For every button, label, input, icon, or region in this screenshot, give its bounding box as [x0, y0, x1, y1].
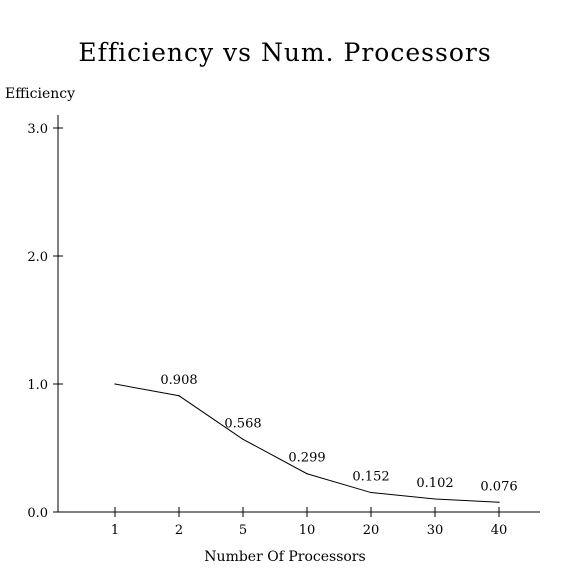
data-point [498, 501, 500, 503]
x-tick-label: 30 [427, 523, 444, 538]
x-tick-label: 40 [491, 523, 508, 538]
y-tick-label: 0.0 [27, 506, 48, 521]
y-tick-label: 2.0 [27, 250, 48, 265]
data-label: 0.076 [480, 479, 517, 494]
x-axis-label: Number Of Processors [204, 549, 366, 565]
data-point [434, 498, 436, 500]
data-point [114, 383, 116, 385]
data-point [306, 473, 308, 475]
data-point [178, 395, 180, 397]
data-label: 0.568 [224, 416, 261, 431]
x-tick-label: 5 [239, 523, 247, 538]
y-tick-label: 1.0 [27, 378, 48, 393]
data-point [242, 438, 244, 440]
x-tick-label: 20 [363, 523, 380, 538]
y-tick-label: 3.0 [27, 122, 48, 137]
x-tick-label: 1 [111, 523, 119, 538]
data-label: 0.908 [160, 373, 197, 388]
y-axis-label: Efficiency [5, 86, 76, 102]
chart-title: Efficiency vs Num. Processors [78, 38, 492, 67]
data-label: 0.102 [416, 476, 453, 491]
data-label: 0.299 [288, 451, 325, 466]
data-point [370, 491, 372, 494]
x-tick-label: 10 [299, 523, 316, 538]
x-tick-label: 2 [175, 523, 183, 538]
data-label: 0.152 [352, 470, 389, 485]
